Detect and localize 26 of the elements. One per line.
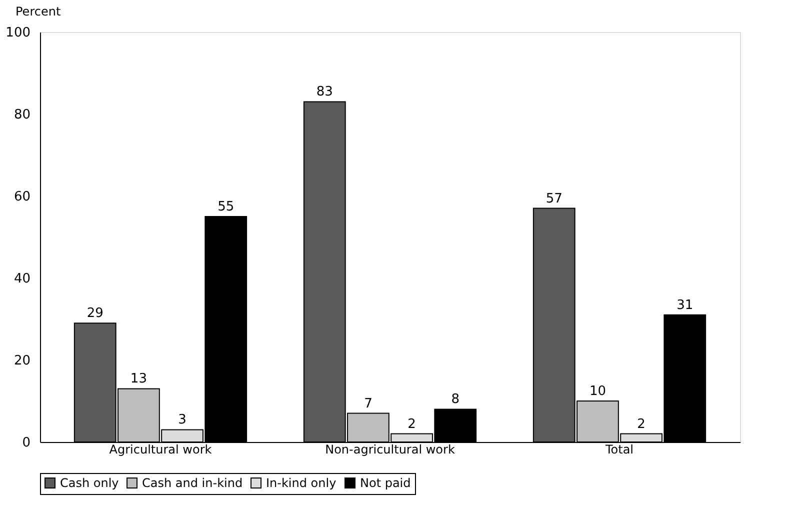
data-label: 31 bbox=[676, 298, 694, 313]
data-label: 55 bbox=[218, 200, 234, 214]
data-label: 29 bbox=[86, 306, 104, 322]
data-label: 7 bbox=[364, 396, 372, 412]
y-tick-label: 60 bbox=[14, 190, 30, 204]
y-tick-label: 40 bbox=[14, 272, 30, 286]
data-label: 83 bbox=[316, 84, 333, 100]
legend-label: In-kind only bbox=[266, 476, 336, 490]
legend-label: Cash only bbox=[60, 476, 119, 490]
x-tick-label: Agricultural work bbox=[109, 442, 212, 456]
y-tick-label: 100 bbox=[6, 26, 30, 40]
data-label: 8 bbox=[451, 392, 460, 408]
y-axis-title: Percent bbox=[16, 4, 61, 18]
data-label: 57 bbox=[546, 191, 562, 206]
data-label: 13 bbox=[130, 372, 147, 387]
legend-label: Not paid bbox=[360, 476, 411, 490]
data-label: 2 bbox=[637, 416, 646, 432]
data-label: 3 bbox=[178, 412, 186, 428]
data-label: 10 bbox=[589, 384, 606, 399]
x-tick-label: Non-agricultural work bbox=[325, 442, 455, 456]
x-tick-label: Total bbox=[604, 442, 634, 456]
y-tick-label: 80 bbox=[14, 108, 30, 122]
y-tick-label: 20 bbox=[14, 354, 30, 368]
data-label: 2 bbox=[408, 416, 416, 432]
y-tick-label: 0 bbox=[22, 436, 30, 450]
legend-label: Cash and in-kind bbox=[142, 476, 243, 490]
